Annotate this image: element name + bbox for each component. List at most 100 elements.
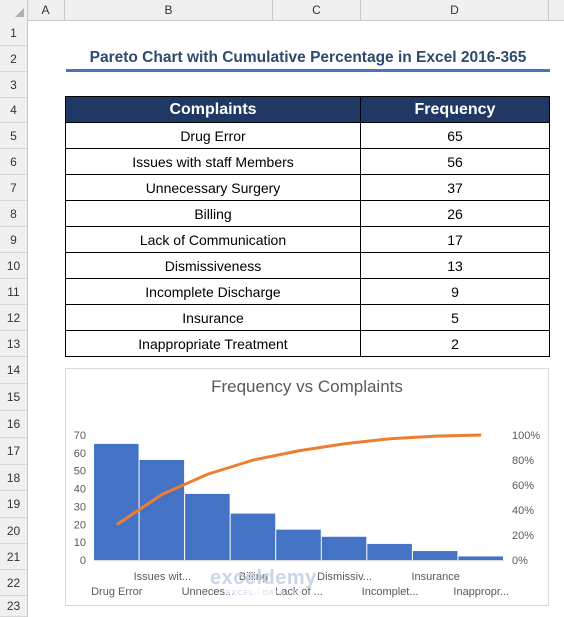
frequency-cell[interactable]: 17 — [360, 226, 550, 253]
complaint-cell[interactable]: Lack of Communication — [65, 226, 361, 253]
bar — [276, 529, 321, 560]
table-row: Billing 26 — [65, 200, 550, 227]
complaint-cell[interactable]: Unnecessary Surgery — [65, 174, 361, 201]
column-header-b[interactable]: B — [65, 0, 273, 20]
bar — [230, 513, 276, 560]
header-complaints[interactable]: Complaints — [65, 96, 361, 123]
complaint-cell[interactable]: Inappropriate Treatment — [65, 330, 361, 357]
row-header-3[interactable]: 3 — [0, 72, 27, 98]
frequency-cell[interactable]: 37 — [360, 174, 550, 201]
y-tick-label: 50 — [74, 466, 86, 478]
y2-tick-label: 0% — [512, 555, 528, 567]
row-header-19[interactable]: 19 — [0, 491, 27, 518]
row-header-16[interactable]: 16 — [0, 411, 27, 438]
row-header-5[interactable]: 5 — [0, 123, 27, 149]
row-header-18[interactable]: 18 — [0, 465, 27, 491]
pareto-chart[interactable]: Frequency vs Complaints 0 10 20 30 40 50 60 70 0… — [65, 368, 549, 606]
frequency-cell[interactable]: 2 — [360, 330, 550, 357]
row-header-17[interactable]: 17 — [0, 438, 27, 465]
select-all-button[interactable] — [0, 0, 28, 20]
column-header-row: A B C D — [0, 0, 564, 21]
complaint-cell[interactable]: Insurance — [65, 304, 361, 331]
bar — [412, 551, 458, 560]
row-header-21[interactable]: 21 — [0, 544, 27, 570]
x-tick-label: Lack of ... — [275, 586, 323, 598]
bar — [185, 493, 230, 560]
y-tick-label: 10 — [74, 537, 86, 549]
bar — [321, 536, 367, 560]
title-underline — [66, 69, 550, 72]
y2-tick-label: 40% — [512, 505, 534, 517]
row-header-20[interactable]: 20 — [0, 518, 27, 544]
complaint-cell[interactable]: Dismissiveness — [65, 252, 361, 279]
row-header-6[interactable]: 6 — [0, 149, 27, 175]
y-tick-label: 30 — [74, 501, 86, 513]
frequency-cell[interactable]: 9 — [360, 278, 550, 305]
x-tick-label: Issues wit... — [134, 571, 191, 583]
chart-title: Frequency vs Complaints — [211, 377, 403, 396]
bar — [94, 443, 139, 560]
bar — [367, 543, 412, 560]
bar — [139, 460, 185, 560]
y2-tick-label: 60% — [512, 480, 534, 492]
y-tick-label: 0 — [80, 555, 86, 567]
row-header-8[interactable]: 8 — [0, 201, 27, 227]
row-header-14[interactable]: 14 — [0, 357, 27, 384]
row-header-7[interactable]: 7 — [0, 175, 27, 201]
chart-plot: 0 10 20 30 40 50 60 70 0% 20% 40% 60% 80% 100% Drug Er… — [74, 430, 541, 598]
row-header-column: 1 2 3 4 5 6 7 8 9 10 11 12 13 14 15 16 17 18 19 20 21 22 23 — [0, 20, 28, 617]
y-tick-label: 70 — [74, 430, 86, 442]
row-header-10[interactable]: 10 — [0, 253, 27, 279]
complaint-cell[interactable]: Incomplete Discharge — [65, 278, 361, 305]
row-header-23[interactable]: 23 — [0, 596, 27, 617]
frequency-cell[interactable]: 65 — [360, 122, 550, 149]
header-frequency[interactable]: Frequency — [360, 96, 550, 123]
frequency-cell[interactable]: 5 — [360, 304, 550, 331]
complaint-cell[interactable]: Drug Error — [65, 122, 361, 149]
column-header-c[interactable]: C — [273, 0, 361, 20]
complaints-table: Complaints Frequency Drug Error 65 Issues … — [65, 96, 550, 357]
x-tick-label: Drug Error — [91, 586, 143, 598]
x-tick-label: Billing — [239, 571, 268, 583]
x-tick-label: Dismissiv... — [317, 571, 372, 583]
y-tick-label: 20 — [74, 519, 86, 531]
watermark-tagline: EXCEL · DATA · BI — [226, 590, 302, 597]
table-row: Unnecessary Surgery 37 — [65, 174, 550, 201]
cumulative-line — [115, 433, 482, 526]
row-header-12[interactable]: 12 — [0, 305, 27, 331]
y-tick-label: 60 — [74, 448, 86, 460]
watermark-logo: exceldemy — [210, 567, 317, 589]
frequency-cell[interactable]: 56 — [360, 148, 550, 175]
complaint-cell[interactable]: Billing — [65, 200, 361, 227]
sheet-title[interactable]: Pareto Chart with Cumulative Percentage … — [89, 49, 527, 66]
table-row: Inappropriate Treatment 2 — [65, 330, 550, 357]
row-header-1[interactable]: 1 — [0, 20, 27, 46]
table-row: Incomplete Discharge 9 — [65, 278, 550, 305]
row-header-9[interactable]: 9 — [0, 227, 27, 253]
y2-tick-label: 20% — [512, 530, 534, 542]
table-row: Drug Error 65 — [65, 122, 550, 149]
x-tick-label: Unneces... — [182, 586, 235, 598]
y-tick-label: 40 — [74, 484, 86, 496]
column-header-a[interactable]: A — [27, 0, 65, 20]
bar — [458, 556, 503, 560]
y2-tick-label: 100% — [512, 430, 540, 442]
table-row: Insurance 5 — [65, 304, 550, 331]
column-header-d[interactable]: D — [361, 0, 549, 20]
x-tick-label: Insurance — [412, 571, 460, 583]
row-header-15[interactable]: 15 — [0, 384, 27, 411]
select-all-icon — [15, 8, 24, 17]
row-header-2[interactable]: 2 — [0, 46, 27, 72]
row-header-11[interactable]: 11 — [0, 279, 27, 305]
frequency-cell[interactable]: 13 — [360, 252, 550, 279]
x-tick-label: Incomplet... — [362, 586, 419, 598]
table-row: Lack of Communication 17 — [65, 226, 550, 253]
table-row: Issues with staff Members 56 — [65, 148, 550, 175]
complaint-cell[interactable]: Issues with staff Members — [65, 148, 361, 175]
frequency-cell[interactable]: 26 — [360, 200, 550, 227]
row-header-4[interactable]: 4 — [0, 98, 27, 123]
row-header-13[interactable]: 13 — [0, 331, 27, 357]
y2-tick-label: 80% — [512, 455, 534, 467]
row-header-22[interactable]: 22 — [0, 570, 27, 596]
